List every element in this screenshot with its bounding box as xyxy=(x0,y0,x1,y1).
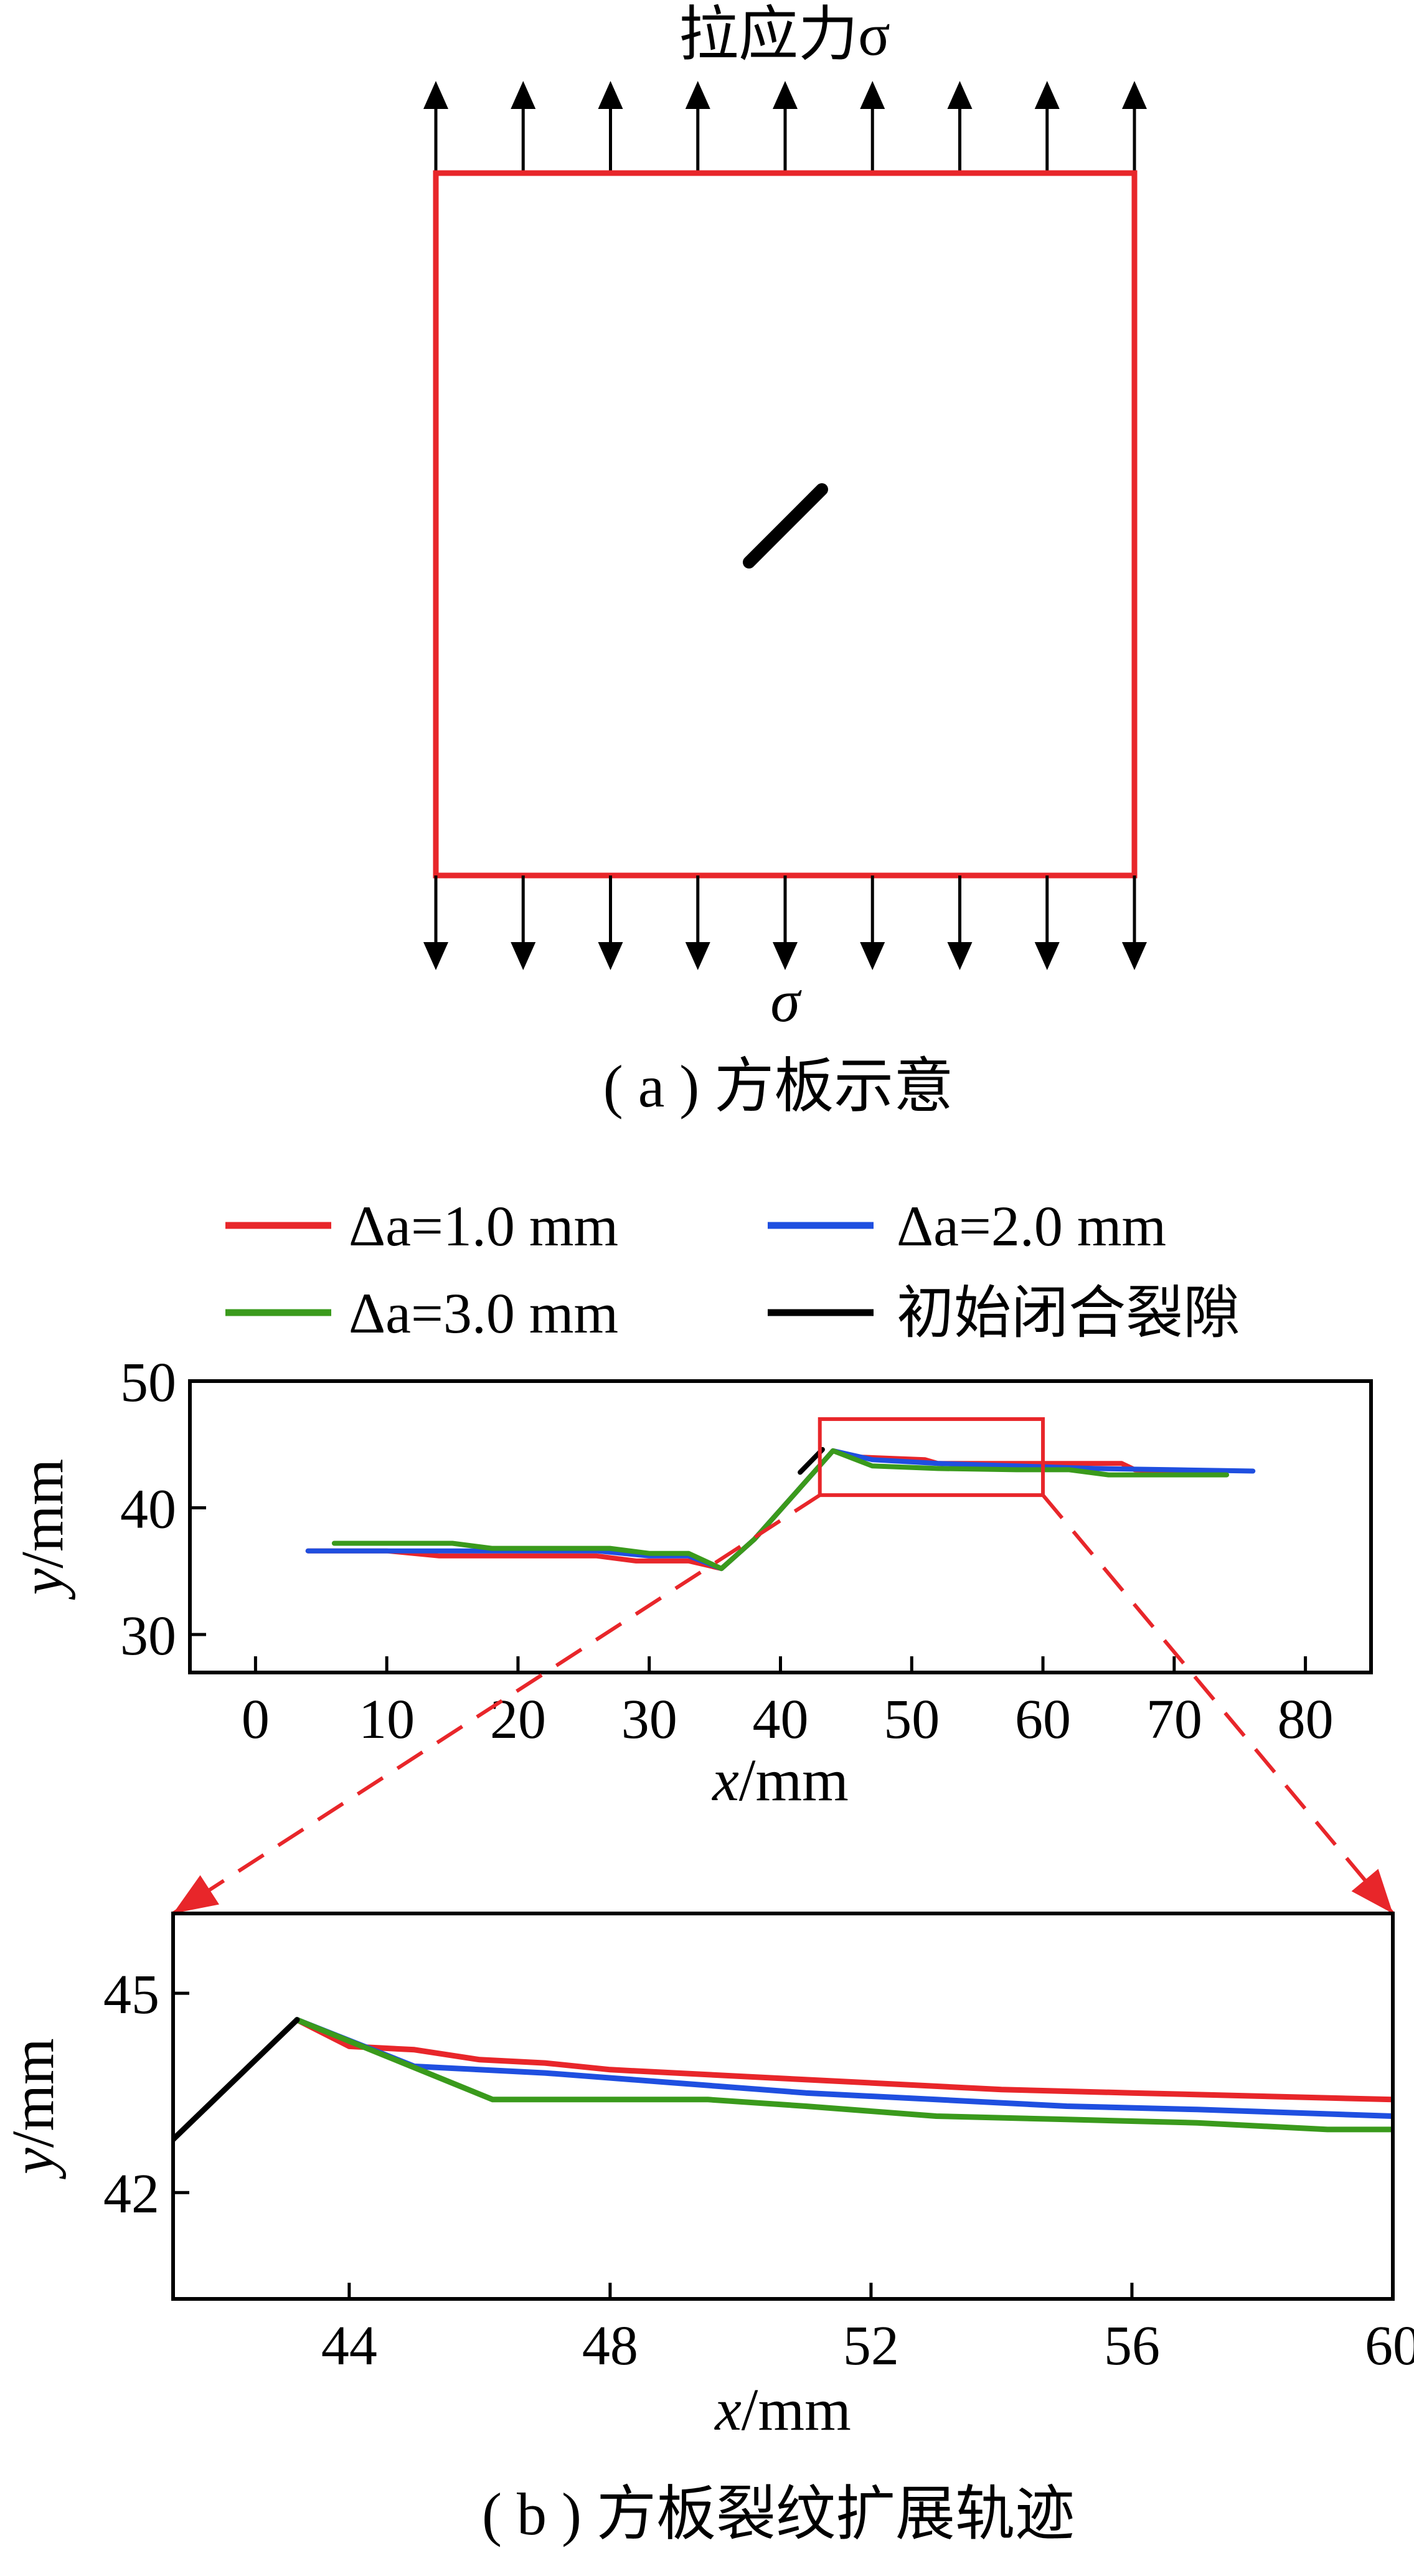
x-tick-label: 50 xyxy=(884,1689,940,1750)
zoom-chart: 44 48 52 56 60 42 45 x/mm y/mm xyxy=(0,1912,1414,2443)
bottom-stress-label: σ xyxy=(770,968,802,1034)
zoom-connector-line xyxy=(172,1493,821,1915)
x-tick-label: 40 xyxy=(753,1689,809,1750)
x-tick-label: 52 xyxy=(843,2315,899,2377)
series-line xyxy=(331,1448,1230,1572)
top-arrows xyxy=(423,81,1147,173)
series-line xyxy=(294,2017,1393,2119)
series-line xyxy=(173,2017,300,2143)
x-tick-label: 70 xyxy=(1146,1689,1202,1750)
y-tick-label: 40 xyxy=(120,1478,176,1540)
x-tick-label: 30 xyxy=(621,1689,677,1750)
zoom-region-box xyxy=(818,1417,1045,1498)
x-axis-label: x/mm xyxy=(711,1747,849,1813)
caption-b: ( b ) 方板裂纹扩展轨迹 xyxy=(482,2481,1075,2547)
y-tick-label: 42 xyxy=(103,2163,159,2225)
x-axis-label: x/mm xyxy=(714,2376,851,2443)
x-tick-label: 60 xyxy=(1015,1689,1071,1750)
y-tick-label: 45 xyxy=(103,1964,159,2026)
y-axis-label: y/mm xyxy=(9,1459,75,1601)
x-tick-label: 48 xyxy=(582,2315,638,2377)
y-tick-label: 30 xyxy=(120,1605,176,1667)
top-stress-label: 拉应力σ xyxy=(679,1,890,68)
bottom-arrows xyxy=(423,875,1147,970)
legend-label: Δa=2.0 mm xyxy=(897,1194,1166,1258)
plot-frame xyxy=(171,1912,1395,2301)
series-line xyxy=(294,2017,1393,2103)
caption-a: ( a ) 方板示意 xyxy=(603,1053,954,1120)
legend-label: Δa=1.0 mm xyxy=(349,1194,618,1258)
panel-a: 拉应力σ σ ( a ) 方板示意 xyxy=(423,1,1147,1120)
x-tick-label: 0 xyxy=(242,1689,270,1750)
plot-frame xyxy=(188,1379,1373,1674)
zoom-connector-line xyxy=(1041,1494,1395,1915)
series-line xyxy=(294,2017,1393,2133)
zoom-connectors xyxy=(172,1493,1395,1915)
y-axis-label: y/mm xyxy=(0,2038,66,2180)
zoom-connector-arrowhead xyxy=(173,1875,219,1913)
legend-label: Δa=3.0 mm xyxy=(349,1281,618,1345)
legend: Δa=1.0 mm Δa=2.0 mm Δa=3.0 mm 初始闭合裂隙 xyxy=(225,1194,1240,1345)
x-tick-label: 56 xyxy=(1104,2315,1160,2377)
x-tick-label: 10 xyxy=(359,1689,415,1750)
x-tick-label: 60 xyxy=(1365,2315,1414,2377)
x-tick-label: 20 xyxy=(490,1689,546,1750)
y-tick-label: 50 xyxy=(120,1352,176,1413)
x-tick-label: 44 xyxy=(321,2315,377,2377)
initial-crack xyxy=(743,483,828,569)
main-chart: 0 10 20 30 40 50 60 70 80 30 40 50 x/mm y/mm xyxy=(9,1352,1373,1813)
legend-label: 初始闭合裂隙 xyxy=(897,1281,1240,1345)
x-tick-label: 80 xyxy=(1278,1689,1334,1750)
zoom-connector-arrowhead xyxy=(1351,1869,1393,1913)
